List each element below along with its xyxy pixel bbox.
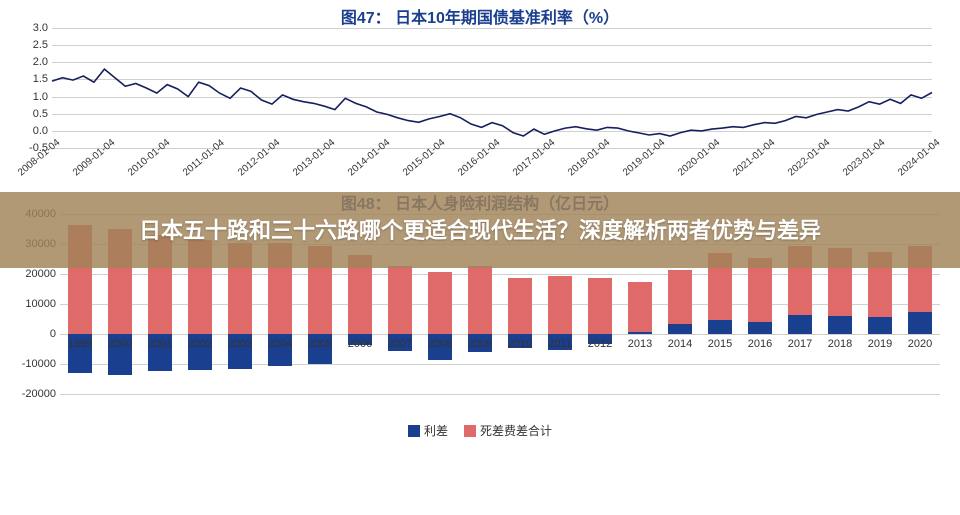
bar-segment-series1 xyxy=(788,315,812,334)
x-tick-label: 2006 xyxy=(348,338,372,350)
bar-segment-series1 xyxy=(748,322,772,334)
x-tick-label: 2016 xyxy=(748,338,772,350)
y-tick-label: 0.5 xyxy=(10,108,48,120)
x-tick-label: 2001 xyxy=(148,338,172,350)
x-tick-label: 2014 xyxy=(668,338,692,350)
bar-segment-series2 xyxy=(628,282,652,332)
line-series xyxy=(52,28,932,148)
y-tick-label: 0 xyxy=(10,328,56,340)
bar-segment-series2 xyxy=(468,266,492,334)
y-tick-label: 10000 xyxy=(10,298,56,310)
x-tick-label: 2010 xyxy=(508,338,532,350)
legend-label: 利差 xyxy=(424,424,448,438)
overlay-text: 日本五十路和三十六路哪个更适合现代生活？深度解析两者优势与差异 xyxy=(99,214,861,247)
bar-segment-series2 xyxy=(508,278,532,334)
x-tick-label: 1999 xyxy=(68,338,92,350)
x-tick-label: 2011 xyxy=(548,338,572,350)
y-tick-label: 1.0 xyxy=(10,91,48,103)
y-tick-label: 2.0 xyxy=(10,56,48,68)
x-tick-label: 2004 xyxy=(268,338,292,350)
x-tick-label: 2008 xyxy=(428,338,452,350)
x-tick-label: 2019 xyxy=(868,338,892,350)
bar-segment-series1 xyxy=(668,324,692,334)
bar-segment-series2 xyxy=(588,278,612,334)
y-tick-label: 3.0 xyxy=(10,22,48,34)
x-tick-label: 2020 xyxy=(908,338,932,350)
x-tick-label: 2005 xyxy=(308,338,332,350)
x-tick-label: 2007 xyxy=(388,338,412,350)
bar-segment-series1 xyxy=(908,312,932,334)
y-tick-label: 1.5 xyxy=(10,73,48,85)
x-tick-label: 2018 xyxy=(828,338,852,350)
bar-segment-series1 xyxy=(628,332,652,334)
gridline xyxy=(60,394,940,395)
x-tick-label: 2000 xyxy=(108,338,132,350)
legend-item: 死差费差合计 xyxy=(464,422,552,439)
bar-segment-series2 xyxy=(428,272,452,334)
bar-segment-series2 xyxy=(668,270,692,325)
legend-item: 利差 xyxy=(408,422,448,439)
line-plot-area xyxy=(52,28,932,148)
y-tick-label: -20000 xyxy=(10,388,56,400)
legend-label: 死差费差合计 xyxy=(480,424,552,438)
x-tick-label: 2015 xyxy=(708,338,732,350)
bar-segment-series1 xyxy=(708,320,732,334)
x-tick-label: 2013 xyxy=(628,338,652,350)
japan-10y-bond-chart: 图47： 日本10年期国债基准利率（%） -0.50.00.51.01.52.0… xyxy=(10,0,950,190)
bar-segment-series2 xyxy=(548,276,572,335)
top-chart-title: 图47： 日本10年期国债基准利率（%） xyxy=(10,0,950,28)
y-tick-label: 20000 xyxy=(10,268,56,280)
x-tick-label: 2012 xyxy=(588,338,612,350)
x-tick-label: 2009 xyxy=(468,338,492,350)
x-tick-label: 2003 xyxy=(228,338,252,350)
bar-segment-series2 xyxy=(388,266,412,334)
overlay-banner: 日本五十路和三十六路哪个更适合现代生活？深度解析两者优势与差异 xyxy=(0,192,960,268)
y-tick-label: 0.0 xyxy=(10,125,48,137)
y-tick-label: -10000 xyxy=(10,358,56,370)
bar-segment-series1 xyxy=(828,316,852,334)
legend-swatch xyxy=(464,425,476,437)
legend-swatch xyxy=(408,425,420,437)
x-tick-label: 2002 xyxy=(188,338,212,350)
x-tick-label: 2017 xyxy=(788,338,812,350)
bar-segment-series1 xyxy=(868,317,892,334)
legend: 利差 死差费差合计 xyxy=(10,422,950,439)
y-tick-label: 2.5 xyxy=(10,39,48,51)
